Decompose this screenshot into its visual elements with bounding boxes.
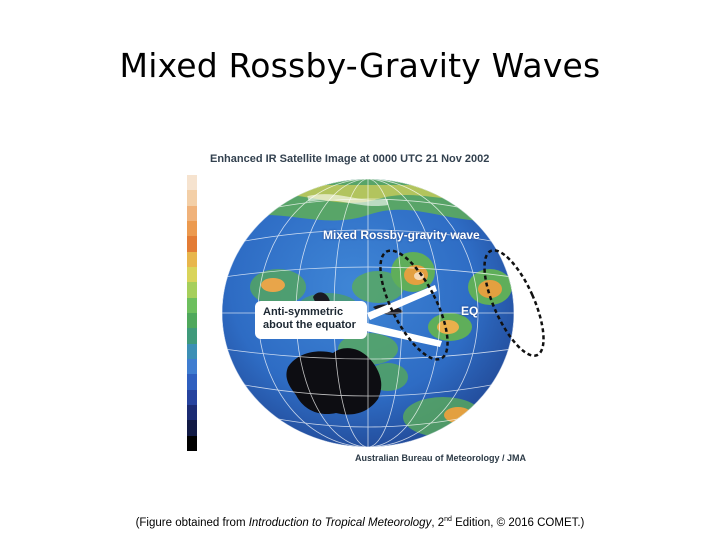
callout-line-1: Anti-symmetric — [263, 306, 344, 318]
color-scale-swatch — [187, 389, 197, 405]
satellite-figure: Enhanced IR Satellite Image at 0000 UTC … — [180, 145, 570, 470]
slide-title: Mixed Rossby-Gravity Waves — [119, 46, 601, 85]
figure-heading: Enhanced IR Satellite Image at 0000 UTC … — [210, 153, 490, 165]
callout-line-2: about the equator — [263, 319, 356, 331]
color-scale-swatch — [187, 175, 197, 191]
color-scale-swatch — [187, 404, 197, 421]
arrow-upper — [367, 285, 437, 320]
color-scale-swatch — [187, 328, 197, 344]
dashed-ellipse-left — [379, 249, 449, 361]
annotation-overlay — [366, 249, 545, 361]
caption-book-title: Introduction to Tropical Meteorology — [248, 516, 432, 529]
caption-edition-sup: nd — [444, 516, 452, 523]
color-scale-swatch — [187, 343, 197, 359]
caption-edition-num: , 2 — [431, 516, 445, 529]
color-scale-swatch — [187, 251, 197, 267]
color-scale-swatch — [187, 297, 197, 313]
color-scale-bar — [187, 175, 197, 451]
color-scale-swatch — [187, 190, 197, 206]
color-scale-swatch — [187, 312, 197, 329]
figure-credit: Australian Bureau of Meteorology / JMA — [355, 453, 527, 463]
color-scale-swatch — [187, 282, 197, 298]
callout-box: Anti-symmetric about the equator — [255, 301, 367, 339]
caption-open: (Figure obtained from — [135, 516, 249, 529]
caption-rest: Edition, © 2016 COMET.) — [451, 516, 585, 529]
color-scale-swatch — [187, 205, 197, 221]
dashed-ellipse-right — [483, 249, 545, 357]
figure-caption: (Figure obtained from Introduction to Tr… — [0, 516, 720, 529]
color-scale-swatch — [187, 236, 197, 252]
color-scale-swatch — [187, 358, 197, 375]
color-scale-swatch — [187, 435, 197, 451]
color-scale-swatch — [187, 266, 197, 283]
wave-label: Mixed Rossby-gravity wave — [323, 228, 480, 242]
equator-label: EQ — [461, 304, 479, 318]
color-scale-swatch — [187, 374, 197, 390]
color-scale-swatch — [187, 220, 197, 237]
color-scale-swatch — [187, 420, 197, 436]
arrow-lower — [366, 323, 442, 347]
